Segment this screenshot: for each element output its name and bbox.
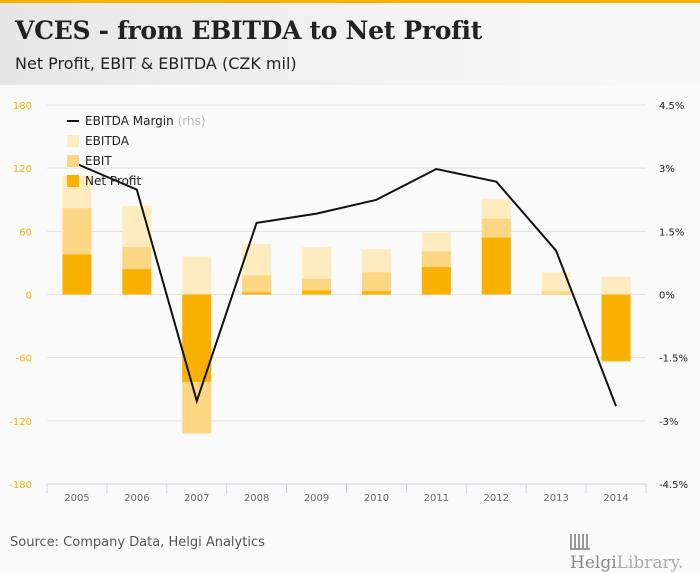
y-left-tick-label: 0 (26, 291, 32, 302)
y-left-tick-label: 180 (13, 101, 32, 112)
y-left-tick-label: 60 (19, 227, 32, 238)
y-axis-left: 180 120 60 0 -60 -120 -180 (9, 101, 32, 491)
bar-net-profit (482, 238, 511, 295)
y-left-tick-label: -120 (9, 417, 32, 428)
bar-ebitda (602, 277, 631, 295)
x-tick-label: 2014 (603, 493, 628, 504)
x-tick-label: 2005 (64, 493, 89, 504)
bar-net-profit (122, 269, 151, 294)
bar-ebitda (182, 257, 211, 295)
source-note: Source: Company Data, Helgi Analytics (10, 535, 265, 550)
bar-net-profit (602, 295, 631, 361)
helgi-library-logo: HelgiLibrary. (570, 533, 700, 573)
x-axis: 2005 2006 2007 2008 2009 2010 2011 2012 2013 2014 (47, 484, 646, 504)
bar-net-profit (422, 267, 451, 294)
legend-label-ebit[interactable]: EBIT (85, 154, 112, 168)
bar-net-profit (302, 290, 331, 294)
x-tick-label: 2007 (184, 493, 209, 504)
y-right-tick-label: -1.5% (659, 354, 688, 365)
library-icon (570, 534, 590, 550)
logo-text-bold: Helgi (570, 553, 617, 573)
x-tick-label: 2012 (484, 493, 509, 504)
x-tick-label: 2009 (304, 493, 329, 504)
y-right-tick-label: 3% (659, 164, 675, 175)
x-tick-label: 2006 (124, 493, 149, 504)
y-right-tick-label: -3% (659, 417, 678, 428)
bar-ebit (542, 291, 571, 294)
logo-text-light: Library. (617, 553, 684, 573)
y-left-tick-label: -180 (9, 480, 32, 491)
x-tick-label: 2010 (364, 493, 389, 504)
bar-net-profit (362, 291, 391, 294)
bar-net-profit (242, 292, 271, 294)
margin-line-series (77, 164, 616, 406)
y-right-tick-label: 1.5% (659, 227, 684, 238)
bar-ebit (362, 272, 391, 294)
bar-ebit (242, 276, 271, 295)
legend-label-ebitda[interactable]: EBITDA (85, 134, 130, 148)
y-axis-right: 4.5% 3% 1.5% 0% -1.5% -3% -4.5% (659, 101, 688, 491)
y-right-tick-label: 0% (659, 291, 675, 302)
y-right-tick-label: 4.5% (659, 101, 684, 112)
bar-net-profit (62, 254, 91, 294)
y-right-tick-label: -4.5% (659, 480, 688, 491)
legend-swatch-net-profit (67, 175, 79, 187)
x-tick-label: 2008 (244, 493, 269, 504)
bar-series (62, 176, 630, 434)
ebitda-margin-line (77, 164, 616, 406)
x-tick-label: 2013 (543, 493, 568, 504)
x-tick-label: 2011 (424, 493, 449, 504)
y-left-tick-label: -60 (16, 354, 32, 365)
legend-swatch-ebit (67, 155, 79, 167)
y-left-tick-label: 120 (13, 164, 32, 175)
legend[interactable]: EBITDA Margin (rhs) EBITDA EBIT Net Prof… (67, 114, 206, 188)
legend-swatch-ebitda (67, 135, 79, 147)
legend-label-net-profit[interactable]: Net Profit (85, 174, 141, 188)
legend-label-margin[interactable]: EBITDA Margin (rhs) (85, 114, 206, 128)
